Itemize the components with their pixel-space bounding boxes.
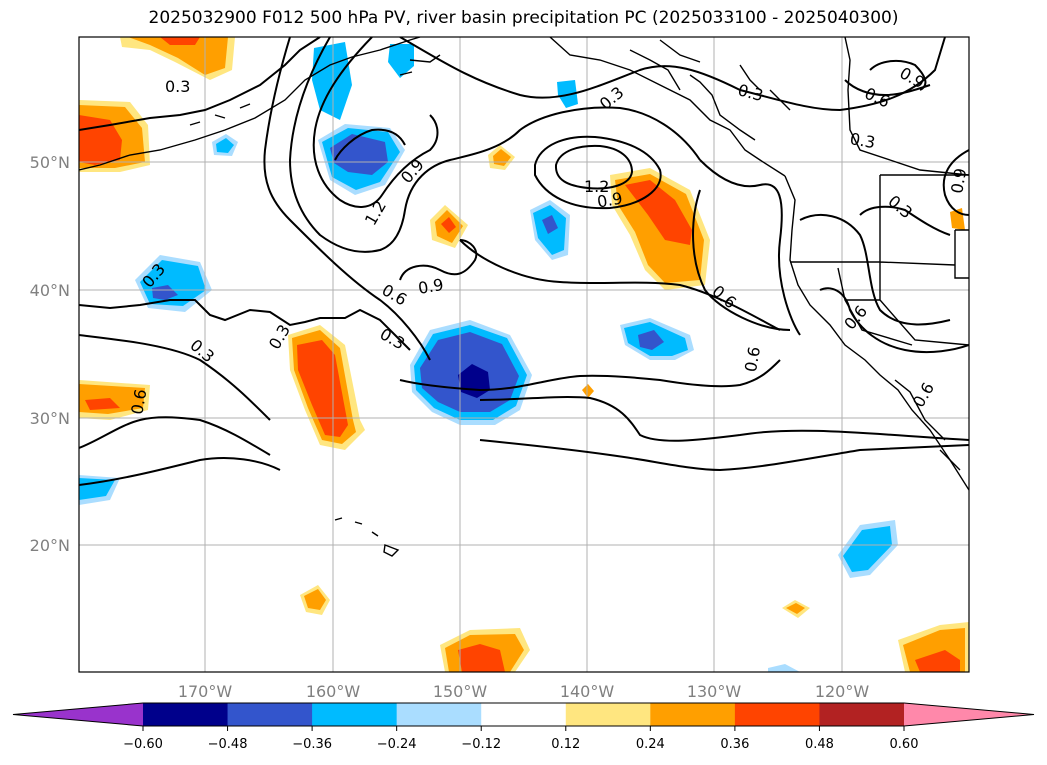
lat-tick-label: 20°N xyxy=(30,536,70,555)
map-area: 0.3 0.9 0.6 0.3 0.3 0.9 1.2 1.2 0.9 0.9 … xyxy=(79,37,988,672)
contour-label: 0.9 xyxy=(596,188,624,211)
colorbar-tick-label: −0.36 xyxy=(292,737,332,752)
lon-tick-label: 140°W xyxy=(560,682,615,701)
colorbar-segment xyxy=(734,703,820,726)
lat-tick-label: 50°N xyxy=(30,153,70,172)
lat-tick-label: 40°N xyxy=(30,281,70,300)
latitude-axis: 50°N 40°N 30°N 20°N xyxy=(30,153,70,555)
colorbar-extend-low xyxy=(13,703,143,726)
contour-label: 0.6 xyxy=(127,388,150,416)
contour-label: 0.9 xyxy=(417,275,445,298)
colorbar-segment xyxy=(143,703,229,726)
anomaly-positive-southeast-corner xyxy=(898,622,969,672)
anomaly-positive-west-band xyxy=(288,325,365,450)
colorbar-segment xyxy=(312,703,398,726)
colorbar-tick-label: 0.48 xyxy=(805,737,834,752)
lon-tick-label: 150°W xyxy=(433,682,488,701)
colorbar-tick-label: −0.12 xyxy=(461,737,501,752)
colorbar-segment xyxy=(481,703,567,726)
colorbar-tick-label: −0.60 xyxy=(123,737,163,752)
colorbar-segment xyxy=(565,703,651,726)
anomaly-negative-west xyxy=(135,255,212,312)
anomaly-negative-east xyxy=(620,318,694,360)
lat-tick-label: 30°N xyxy=(30,409,70,428)
anomaly-positive-dot xyxy=(582,384,594,398)
grid-lines xyxy=(79,37,969,672)
colorbar-tick-label: 0.12 xyxy=(551,737,580,752)
colorbar-segment xyxy=(396,703,482,726)
longitude-axis: 170°W 160°W 150°W 140°W 130°W 120°W xyxy=(178,682,870,701)
colorbar-tick-label: 0.36 xyxy=(720,737,749,752)
lon-tick-label: 120°W xyxy=(815,682,870,701)
colorbar-extend-high xyxy=(904,703,1034,726)
contour-label: 1.2 xyxy=(584,177,609,196)
colorbar-tick-label: −0.48 xyxy=(208,737,248,752)
anomaly-positive-left-30n xyxy=(79,380,150,420)
contour-label: 0.6 xyxy=(741,345,764,373)
contour-label: 0.9 xyxy=(947,167,970,195)
colorbar-tick-label: 0.24 xyxy=(636,737,665,752)
lon-tick-label: 170°W xyxy=(178,682,233,701)
colorbar: −0.60 −0.48 −0.36 −0.24 −0.12 0.12 0.24 0.36 0.4… xyxy=(12,702,1035,752)
colorbar-segment xyxy=(650,703,736,726)
lon-tick-label: 130°W xyxy=(687,682,742,701)
anomaly-negative-top-center xyxy=(312,42,352,120)
anomaly-negative-southeast xyxy=(838,520,898,578)
coastlines xyxy=(79,37,969,557)
anomaly-positive-top-left xyxy=(120,37,235,80)
colorbar-segment xyxy=(819,703,905,726)
map-title: 2025032900 F012 500 hPa PV, river basin … xyxy=(148,8,899,28)
contour-label: 0.3 xyxy=(848,129,876,152)
colorbar-segment xyxy=(227,703,313,726)
map-frame xyxy=(78,36,970,673)
anomaly-negative-north xyxy=(318,124,405,195)
contour-label: 0.3 xyxy=(965,156,988,184)
contour-label: 0.3 xyxy=(165,77,190,96)
lon-tick-label: 160°W xyxy=(306,682,361,701)
pv-contours xyxy=(79,37,969,486)
colorbar-tick-label: 0.60 xyxy=(890,737,919,752)
anomaly-positive-south-center xyxy=(440,628,530,672)
colorbar-tick-label: −0.24 xyxy=(377,737,417,752)
